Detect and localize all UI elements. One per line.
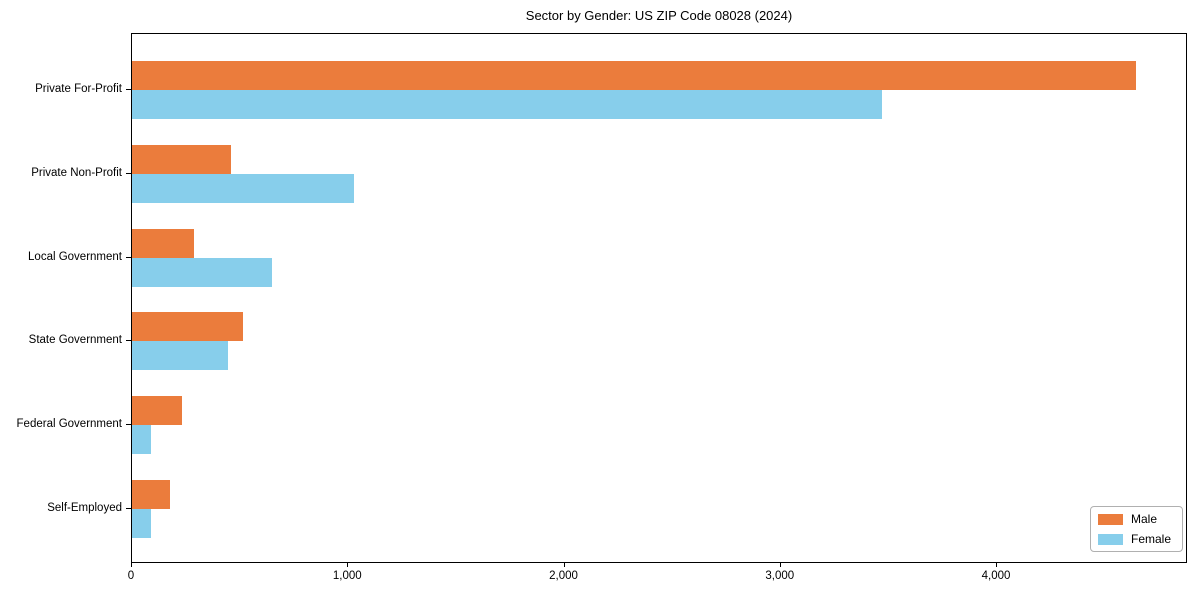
plot-area: [131, 33, 1187, 563]
legend-entry-female: Female: [1098, 533, 1175, 545]
y-tick-label-federal-government: Federal Government: [16, 418, 122, 431]
legend-swatch-female: [1098, 533, 1123, 545]
bar-female-private-for-profit: [132, 90, 883, 119]
bar-male-private-for-profit: [132, 61, 1136, 90]
y-tick-self-employed: [126, 508, 131, 509]
legend-label-male: Male: [1131, 512, 1158, 526]
x-tick-label-4000: 4,000: [981, 570, 1011, 582]
bar-female-state-government: [132, 341, 229, 371]
y-tick-label-self-employed: Self-Employed: [47, 502, 122, 514]
x-tick-1000: [347, 563, 349, 567]
legend-label-female: Female: [1131, 532, 1172, 546]
y-tick-private-non-profit: [126, 172, 131, 174]
legend: Male Female: [1090, 506, 1183, 552]
bar-male-state-government: [132, 312, 244, 342]
chart-title: Sector by Gender: US ZIP Code 08028 (202…: [525, 8, 793, 23]
y-tick-federal-government: [126, 424, 131, 426]
y-tick-label-state-government: State Government: [28, 334, 122, 347]
bar-female-private-non-profit: [132, 173, 355, 203]
y-tick-label-private-for-profit: Private For-Profit: [35, 83, 122, 95]
x-tick-3000: [779, 563, 781, 567]
y-tick-local-government: [126, 256, 131, 258]
x-tick-4000: [996, 563, 998, 567]
bar-female-federal-government: [132, 425, 152, 455]
x-tick-label-2000: 2,000: [549, 570, 578, 582]
x-tick-0: [131, 563, 132, 567]
legend-entry-male: Male: [1098, 513, 1175, 525]
y-tick-private-for-profit: [126, 89, 131, 90]
y-tick-label-private-non-profit: Private Non-Profit: [31, 166, 122, 179]
bar-male-private-non-profit: [132, 144, 232, 174]
y-tick-label-local-government: Local Government: [28, 250, 122, 263]
bar-male-federal-government: [132, 396, 182, 426]
bar-male-local-government: [132, 228, 194, 258]
bar-female-self-employed: [132, 509, 152, 538]
x-tick-2000: [563, 563, 565, 567]
x-tick-label-3000: 3,000: [765, 570, 795, 582]
legend-swatch-male: [1098, 513, 1123, 525]
bar-female-local-government: [132, 257, 273, 287]
legend-rows: Male Female: [1098, 513, 1175, 545]
x-tick-label-1000: 1,000: [332, 570, 362, 582]
y-tick-state-government: [126, 340, 131, 342]
x-tick-label-0: 0: [127, 570, 135, 582]
bar-male-self-employed: [132, 480, 170, 509]
